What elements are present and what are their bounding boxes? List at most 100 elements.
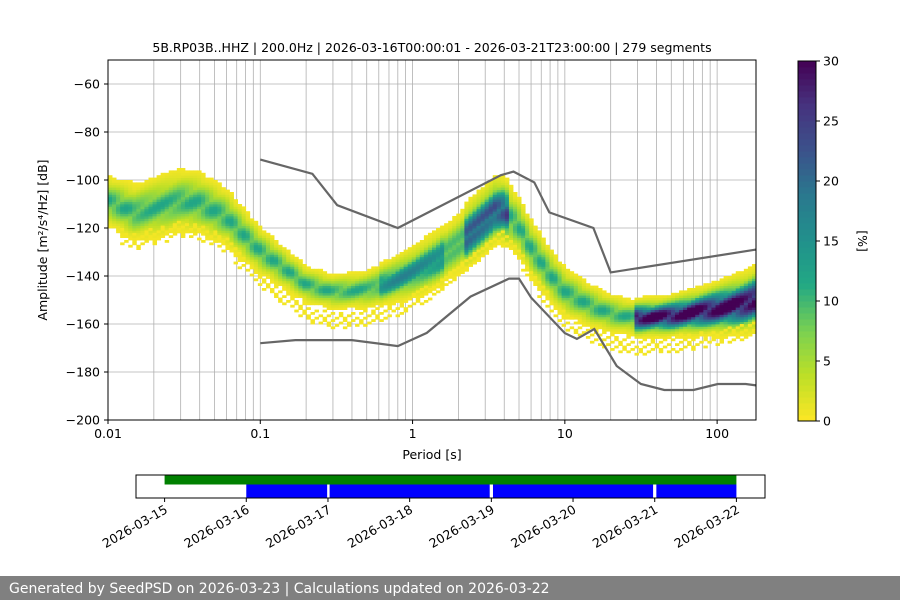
heatmap-cell bbox=[395, 254, 400, 258]
heatmap-cell bbox=[747, 300, 753, 303]
heatmap-cell bbox=[484, 230, 490, 234]
heatmap-cell bbox=[504, 201, 510, 205]
heatmap-cell bbox=[144, 225, 149, 229]
heatmap-cell bbox=[545, 264, 550, 267]
heatmap-cell bbox=[306, 288, 311, 291]
heatmap-cell bbox=[557, 268, 562, 272]
heatmap-cell bbox=[229, 206, 234, 210]
heatmap-cell bbox=[128, 223, 133, 226]
heatmap-cell bbox=[217, 204, 222, 207]
heatmap-cell bbox=[731, 321, 737, 325]
heatmap-cell bbox=[225, 189, 230, 193]
heatmap-cell bbox=[513, 213, 518, 217]
heatmap-cell bbox=[432, 240, 437, 243]
heatmap-cell bbox=[184, 230, 190, 234]
heatmap-cell bbox=[245, 237, 251, 241]
heatmap-cell bbox=[120, 189, 125, 193]
heatmap-cell bbox=[658, 326, 664, 330]
colorbar-swatch bbox=[798, 61, 816, 68]
heatmap-cell bbox=[363, 297, 368, 301]
heatmap-cell bbox=[464, 201, 469, 205]
heatmap-cell bbox=[379, 280, 384, 284]
heatmap-cell bbox=[387, 278, 392, 282]
heatmap-cell bbox=[176, 196, 182, 200]
heatmap-cell bbox=[508, 189, 514, 193]
heatmap-cell bbox=[549, 252, 554, 255]
heatmap-cell bbox=[140, 182, 145, 186]
heatmap-cell bbox=[257, 256, 263, 260]
heatmap-cell bbox=[387, 314, 392, 318]
heatmap-cell bbox=[581, 316, 587, 320]
heatmap-cell bbox=[318, 297, 324, 301]
heatmap-cell bbox=[504, 180, 510, 183]
heatmap-cell bbox=[112, 208, 117, 212]
heatmap-cell bbox=[338, 290, 344, 294]
heatmap-cell bbox=[747, 324, 753, 327]
heatmap-cell bbox=[419, 247, 425, 250]
heatmap-cell bbox=[314, 280, 319, 284]
heatmap-cell bbox=[492, 175, 498, 178]
heatmap-cell bbox=[225, 235, 230, 238]
heatmap-cell bbox=[666, 307, 672, 310]
heatmap-cell bbox=[270, 271, 275, 274]
heatmap-cell bbox=[626, 328, 631, 332]
heatmap-cell bbox=[549, 271, 554, 274]
heatmap-cell bbox=[642, 324, 648, 327]
heatmap-cell bbox=[743, 273, 749, 277]
heatmap-cell bbox=[573, 290, 579, 294]
heatmap-cell bbox=[561, 271, 567, 274]
heatmap-cell bbox=[488, 199, 494, 202]
heatmap-cell bbox=[261, 230, 267, 234]
heatmap-cell bbox=[108, 196, 113, 200]
heatmap-cell bbox=[513, 211, 518, 214]
heatmap-cell bbox=[164, 225, 170, 229]
heatmap-cell bbox=[338, 312, 344, 315]
heatmap-cell bbox=[492, 244, 498, 248]
heatmap-cell bbox=[654, 345, 660, 349]
heatmap-cell bbox=[257, 232, 263, 236]
heatmap-cell bbox=[395, 290, 400, 294]
heatmap-cell bbox=[180, 235, 186, 238]
heatmap-cell bbox=[557, 292, 562, 296]
heatmap-cell bbox=[193, 184, 198, 188]
heatmap-cell bbox=[747, 326, 753, 330]
heatmap-cell bbox=[452, 261, 457, 265]
heatmap-cell bbox=[521, 242, 526, 246]
availability-blue-segment bbox=[329, 484, 490, 498]
heatmap-cell bbox=[440, 230, 445, 234]
heatmap-cell bbox=[679, 314, 684, 318]
heatmap-cell bbox=[180, 177, 186, 181]
heatmap-cell bbox=[172, 180, 178, 183]
heatmap-cell bbox=[249, 225, 255, 229]
x-tick-label: 0.1 bbox=[250, 426, 270, 441]
heatmap-cell bbox=[278, 278, 283, 282]
heatmap-cell bbox=[346, 302, 352, 306]
heatmap-cell bbox=[484, 211, 490, 214]
heatmap-cell bbox=[302, 271, 307, 274]
heatmap-cell bbox=[529, 249, 534, 253]
heatmap-cell bbox=[508, 244, 514, 248]
heatmap-cell bbox=[241, 256, 247, 260]
heatmap-cell bbox=[662, 300, 668, 303]
heatmap-cell bbox=[176, 230, 182, 234]
colorbar-swatch bbox=[798, 79, 816, 86]
heatmap-cell bbox=[675, 292, 680, 296]
heatmap-cell bbox=[691, 292, 696, 296]
heatmap-cell bbox=[270, 259, 275, 262]
heatmap-cell bbox=[229, 199, 234, 202]
heatmap-cell bbox=[278, 273, 283, 277]
heatmap-cell bbox=[646, 295, 652, 298]
heatmap-cell bbox=[553, 292, 558, 296]
heatmap-cell bbox=[407, 266, 413, 270]
heatmap-cell bbox=[460, 220, 465, 224]
x-tick-label: 100 bbox=[705, 426, 729, 441]
heatmap-cell bbox=[500, 211, 506, 214]
heatmap-cell bbox=[120, 228, 125, 231]
heatmap-cell bbox=[436, 268, 441, 272]
heatmap-cell bbox=[743, 295, 749, 298]
heatmap-cell bbox=[193, 170, 198, 174]
heatmap-cell bbox=[634, 304, 639, 308]
heatmap-cell bbox=[180, 182, 186, 186]
heatmap-cell bbox=[112, 213, 117, 217]
heatmap-cell bbox=[419, 249, 425, 253]
